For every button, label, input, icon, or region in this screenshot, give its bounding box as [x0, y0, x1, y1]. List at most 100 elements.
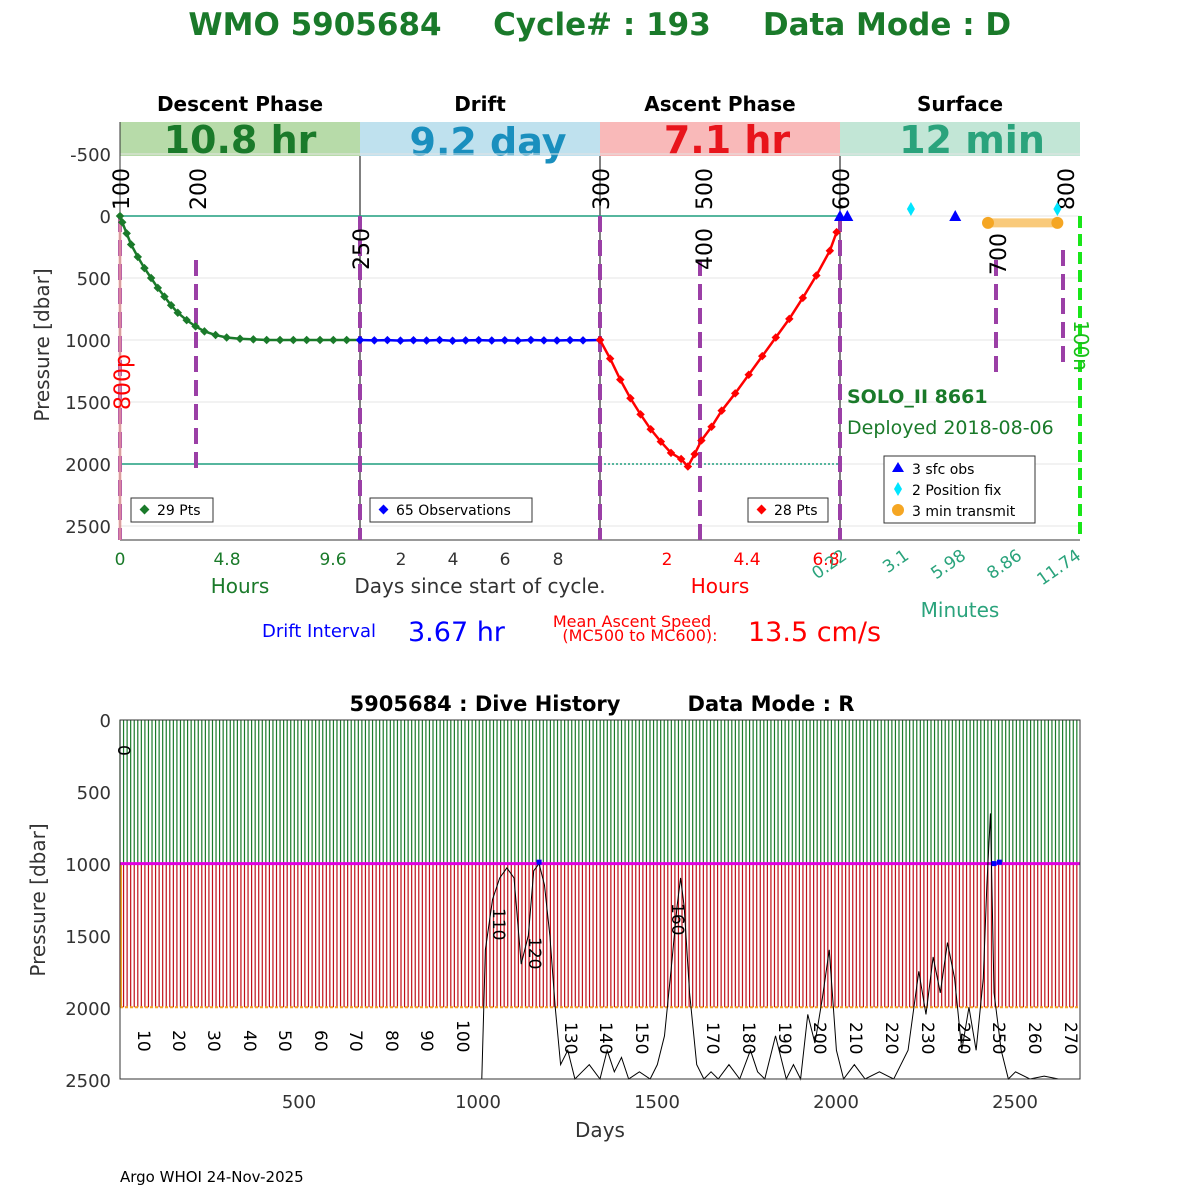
mc-label: 800 — [1055, 168, 1080, 210]
ascent-point — [616, 375, 625, 384]
mc-label: 700 — [987, 233, 1012, 275]
drift-point — [552, 336, 562, 345]
ascent-point — [690, 449, 699, 459]
ascent-point — [595, 335, 605, 345]
descent-point — [329, 335, 338, 345]
dive-history-lines — [119, 720, 1078, 1008]
cycle-label: 80 — [381, 1030, 401, 1052]
cycle-label: 100 — [452, 1020, 472, 1052]
cycle-label: 40 — [239, 1030, 259, 1052]
descent-duration: 10.8 hr — [164, 118, 317, 162]
ascent-xtick: 2 — [662, 550, 673, 570]
top-panel: Descent Phase Drift Ascent Phase Surface… — [30, 92, 1093, 648]
bottom-ytick: 1500 — [65, 927, 111, 948]
cycle-label: 130 — [560, 1022, 580, 1054]
drift-point — [422, 336, 431, 345]
top-ytick: 2500 — [65, 517, 111, 538]
ascent-duration-band — [600, 122, 840, 156]
cycle-label: 110 — [488, 908, 508, 940]
title-cycle: Cycle# : 193 — [493, 7, 711, 43]
bottom-xtick: 2000 — [813, 1092, 859, 1113]
ascent-xtick: 6.8 — [812, 550, 839, 570]
drift-point — [355, 335, 365, 345]
drift-xtick: 2 — [396, 550, 407, 570]
drift-legend-label: 65 Observations — [396, 503, 511, 519]
drift-point — [578, 336, 588, 345]
mc-label: 500 — [693, 168, 718, 210]
surface-xtick: 3.1 — [879, 546, 913, 578]
top-ytick: 1000 — [65, 331, 111, 352]
mc-100n-label: 100n — [1069, 320, 1093, 371]
surface-xtick: 8.86 — [983, 546, 1025, 584]
cycle-label: 260 — [1024, 1022, 1044, 1054]
drift-point — [370, 336, 379, 345]
descent-xtick: 0 — [115, 550, 126, 570]
cycle-label: 140 — [595, 1022, 615, 1054]
ascent-point — [717, 406, 726, 415]
cycle-label: 120 — [524, 937, 544, 969]
drift-xtick: 6 — [500, 550, 511, 570]
descent-point — [140, 263, 149, 273]
bottom-xtick: 1500 — [634, 1092, 680, 1113]
drift-point — [396, 336, 405, 345]
bottom-y-axis-label: Pressure [dbar] — [26, 823, 50, 976]
drift-duration: 9.2 day — [410, 120, 567, 164]
bottom-ytick: 2000 — [65, 999, 111, 1020]
cycle-label: 160 — [667, 903, 687, 935]
cycle-label: 220 — [881, 1022, 901, 1054]
drift-point — [513, 336, 523, 345]
drift-xlabel: Days since start of cycle. — [354, 574, 605, 598]
descent-point — [200, 327, 209, 336]
descent-point — [315, 335, 325, 345]
mc-label: 100 — [110, 168, 135, 210]
surface-legend-transmit: 3 min transmit — [912, 504, 1016, 520]
descent-xlabel: Hours — [211, 574, 270, 598]
position-fix-marker — [1053, 202, 1062, 217]
ascent-point — [798, 293, 808, 303]
descent-xtick: 4.8 — [213, 550, 240, 570]
descent-point — [146, 273, 156, 283]
drift-xtick: 8 — [553, 550, 564, 570]
drift-point — [474, 335, 483, 345]
ascent-xtick: 4.4 — [733, 550, 760, 570]
descent-point — [222, 333, 231, 342]
cycle-label: 30 — [203, 1030, 223, 1052]
top-ytick: 1500 — [65, 393, 111, 414]
bottom-x-axis-label: Days — [575, 1118, 625, 1142]
ascent-point — [676, 454, 686, 464]
cycle-label: 270 — [1060, 1022, 1080, 1054]
cycle-label: 10 — [133, 1030, 153, 1052]
drift-series — [355, 335, 605, 345]
float-deployed: Deployed 2018-08-06 — [847, 417, 1054, 439]
surface-obs-marker — [949, 210, 962, 221]
cycle-label: 90 — [416, 1030, 436, 1052]
bottom-y-ticks: 0 500 1000 1500 2000 2500 — [65, 711, 111, 1092]
bottom-xtick: 1000 — [455, 1092, 501, 1113]
descent-point — [117, 217, 127, 227]
descent-point — [235, 334, 245, 344]
ascent-point — [707, 422, 716, 432]
ascent-legend-label: 28 Pts — [774, 503, 818, 519]
surface-legend: 3 sfc obs 2 Position fix 3 min transmit — [883, 455, 1036, 524]
drift-point — [435, 335, 444, 345]
surface-legend-fix: 2 Position fix — [912, 483, 1001, 499]
bottom-title-left: 5905684 : Dive History — [350, 692, 621, 716]
drift-point — [461, 336, 470, 345]
cycle-label: 200 — [809, 1022, 829, 1054]
surface-duration-band — [840, 122, 1080, 156]
cycle-label: 190 — [774, 1022, 794, 1054]
top-ytick: 500 — [77, 269, 111, 290]
drift-interval-label: Drift Interval — [262, 621, 376, 642]
ascent-speed-label-2: (MC500 to MC600): — [562, 626, 717, 645]
bottom-plot-frame — [119, 719, 1081, 1080]
ascent-speed-label-1: Mean Ascent Speed — [553, 612, 711, 631]
descent-point — [173, 308, 183, 317]
mc-label: 600 — [830, 168, 855, 210]
phase-name-ascent: Ascent Phase — [644, 92, 795, 116]
ascent-point — [812, 271, 821, 280]
cycle-label: 0 — [113, 745, 133, 756]
transmit-marker — [982, 216, 994, 229]
surface-legend-sfc: 3 sfc obs — [912, 462, 974, 478]
surface-obs-marker — [841, 210, 854, 221]
